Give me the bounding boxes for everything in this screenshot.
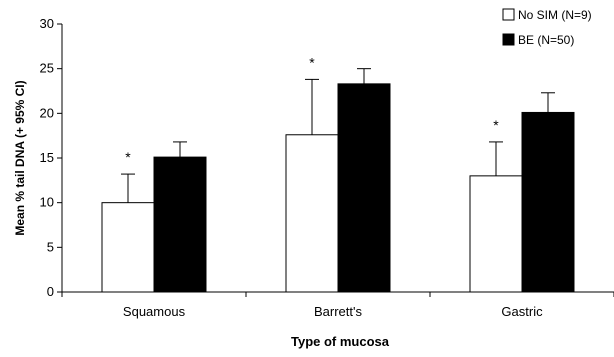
legend-label: No SIM (N=9) xyxy=(518,8,592,22)
y-tick-label: 0 xyxy=(47,284,54,299)
y-tick-label: 5 xyxy=(47,239,54,254)
legend-swatch xyxy=(502,33,515,46)
legend-label: BE (N=50) xyxy=(518,33,574,47)
significance-asterisk: * xyxy=(125,149,131,165)
x-axis: Squamous Barrett's Gastric xyxy=(61,291,614,319)
x-tick-label: Barrett's xyxy=(314,304,362,319)
significance-asterisk: * xyxy=(309,54,315,70)
legend-swatch xyxy=(502,8,515,21)
y-axis-title: Mean % tail DNA (+ 95% CI) xyxy=(13,80,27,235)
bar xyxy=(285,134,339,293)
bar xyxy=(101,202,155,293)
y-tick-label: 15 xyxy=(40,150,54,165)
bars xyxy=(101,68,575,293)
bar xyxy=(337,83,391,293)
significance-asterisk: * xyxy=(493,117,499,133)
x-axis-title: Type of mucosa xyxy=(291,334,390,349)
bar xyxy=(469,175,523,293)
annotations: * * * xyxy=(125,54,499,165)
x-tick-label: Squamous xyxy=(123,304,186,319)
y-axis: 0 5 10 15 20 25 30 xyxy=(40,16,63,299)
x-tick-label: Gastric xyxy=(501,304,543,319)
legend: No SIM (N=9) BE (N=50) xyxy=(502,8,592,47)
bar xyxy=(153,156,207,293)
bar xyxy=(521,111,575,293)
y-tick-label: 20 xyxy=(40,105,54,120)
y-tick-label: 10 xyxy=(40,195,54,210)
y-tick-label: 25 xyxy=(40,61,54,76)
y-tick-label: 30 xyxy=(40,16,54,31)
